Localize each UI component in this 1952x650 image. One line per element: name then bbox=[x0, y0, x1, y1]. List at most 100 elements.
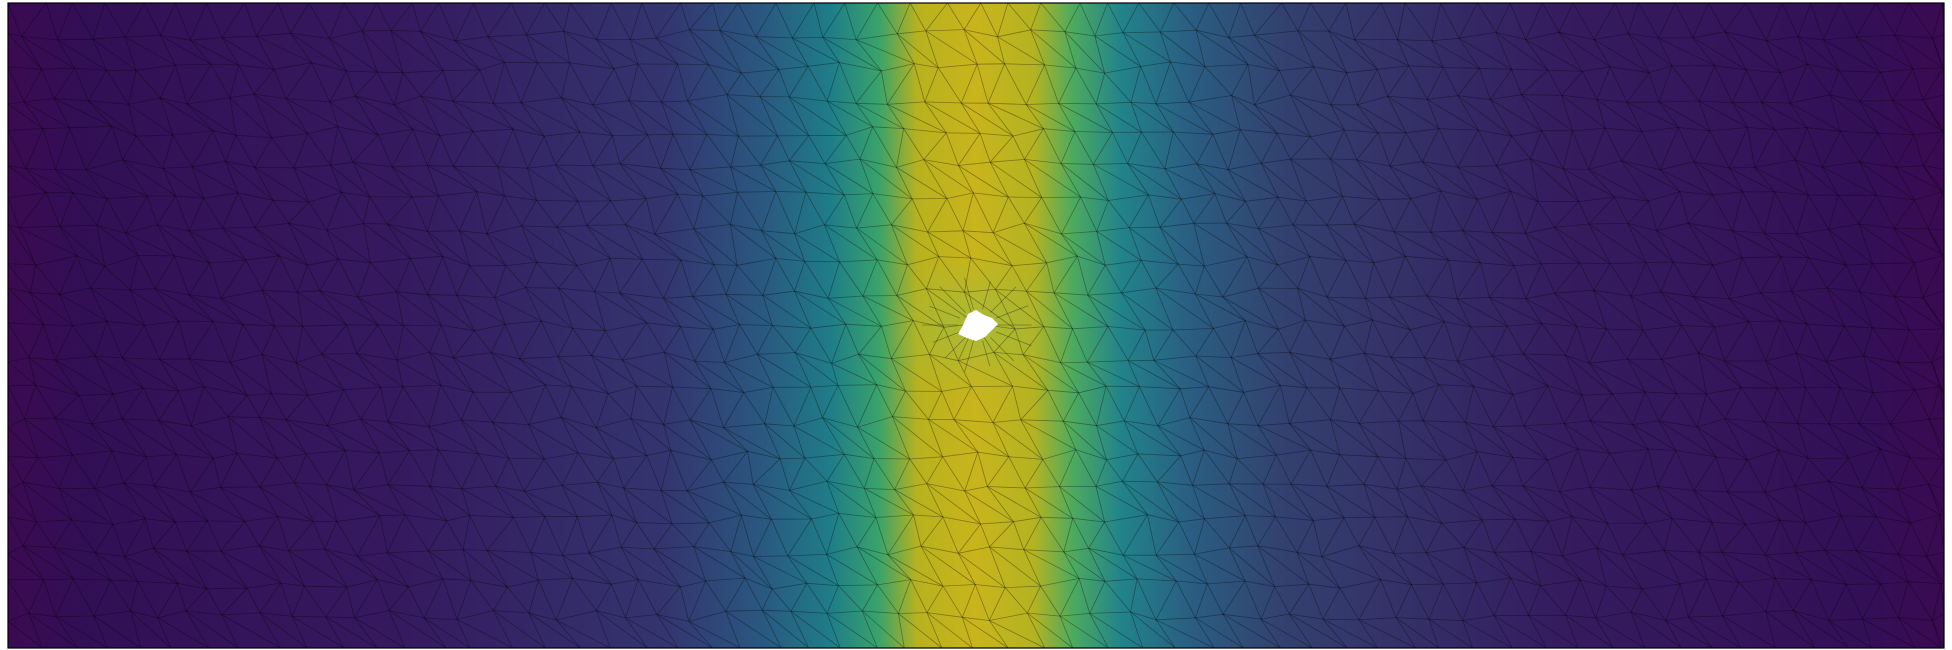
mesh-edge bbox=[929, 354, 959, 362]
mesh-edge bbox=[1208, 386, 1229, 424]
mesh-edge bbox=[221, 3, 245, 38]
mesh-edge bbox=[122, 418, 159, 421]
mesh-edge bbox=[258, 545, 282, 584]
mesh-edge bbox=[688, 29, 709, 65]
mesh-edge bbox=[1492, 232, 1526, 234]
mesh-edge bbox=[256, 35, 312, 64]
mesh-edge bbox=[779, 458, 790, 491]
mesh-edge bbox=[1511, 69, 1548, 71]
mesh-edge bbox=[1420, 485, 1443, 524]
mesh-edge bbox=[859, 126, 874, 160]
mesh-edge bbox=[1204, 449, 1238, 459]
mesh-edge bbox=[288, 521, 314, 552]
mesh-edge bbox=[790, 610, 828, 614]
mesh-edge bbox=[1897, 457, 1911, 490]
mesh-edge bbox=[329, 3, 345, 39]
mesh-edge bbox=[142, 387, 160, 421]
mesh-edge bbox=[30, 292, 60, 295]
mesh-edge bbox=[1880, 448, 1911, 458]
mesh-edge bbox=[608, 385, 637, 394]
mesh-edge bbox=[1181, 199, 1195, 224]
mesh-edge bbox=[723, 423, 765, 428]
mesh-edge bbox=[894, 483, 927, 490]
mesh-edge bbox=[1155, 263, 1179, 289]
mesh-edge bbox=[325, 586, 348, 618]
mesh-edge bbox=[1121, 453, 1139, 482]
mesh-edge bbox=[1596, 547, 1607, 587]
mesh-edge bbox=[1491, 355, 1514, 395]
mesh-edge bbox=[1308, 583, 1340, 589]
mesh-edge bbox=[973, 192, 994, 233]
mesh-edge bbox=[1679, 191, 1713, 196]
mesh-edge bbox=[1540, 579, 1581, 587]
mesh-edge bbox=[597, 481, 637, 523]
mesh-edge bbox=[177, 583, 187, 612]
mesh-edge bbox=[93, 610, 131, 617]
mesh-edge bbox=[687, 64, 709, 102]
mesh-edge bbox=[1740, 387, 1765, 423]
mesh-edge bbox=[523, 458, 545, 492]
mesh-edge bbox=[210, 63, 239, 66]
mesh-edge bbox=[694, 329, 714, 362]
mesh-edge bbox=[1411, 190, 1442, 200]
mesh-edge bbox=[1061, 231, 1097, 235]
mesh-edge bbox=[137, 255, 156, 289]
mesh-edge bbox=[761, 230, 795, 235]
mesh-edge bbox=[92, 38, 137, 71]
mesh-edge bbox=[775, 3, 793, 39]
mesh-edge bbox=[1380, 579, 1412, 585]
mesh-edge bbox=[1798, 36, 1824, 41]
mesh-edge bbox=[560, 417, 579, 454]
mesh-edge bbox=[1658, 420, 1698, 428]
mesh-edge bbox=[355, 95, 395, 106]
mesh-edge bbox=[94, 552, 112, 581]
mesh-edge bbox=[958, 360, 1013, 387]
mesh-edge bbox=[793, 386, 812, 427]
mesh-edge bbox=[521, 225, 578, 266]
mesh-edge bbox=[596, 610, 611, 648]
mesh-edge bbox=[1641, 131, 1661, 170]
mesh-edge bbox=[8, 481, 23, 492]
mesh-edge bbox=[1258, 288, 1279, 330]
mesh-edge bbox=[1356, 159, 1380, 200]
mesh-edge bbox=[1040, 585, 1061, 617]
mesh-edge bbox=[285, 419, 346, 451]
mesh-edge bbox=[689, 419, 748, 452]
mesh-edge bbox=[724, 353, 758, 363]
mesh-edge bbox=[1321, 517, 1345, 557]
mesh-edge bbox=[723, 481, 754, 485]
mesh-edge bbox=[596, 427, 647, 456]
mesh-edge bbox=[1063, 518, 1074, 553]
mesh-edge bbox=[891, 358, 943, 392]
mesh-edge bbox=[757, 354, 774, 388]
mesh-edge bbox=[311, 62, 331, 103]
mesh-edge bbox=[596, 610, 626, 619]
mesh-edge bbox=[1688, 615, 1723, 618]
mesh-edge bbox=[326, 450, 346, 485]
mesh-edge bbox=[1878, 132, 1914, 136]
mesh-edge bbox=[94, 321, 108, 357]
mesh-edge bbox=[185, 588, 207, 612]
mesh-edge bbox=[762, 609, 791, 612]
mesh-edge bbox=[88, 100, 129, 105]
mesh-edge bbox=[158, 420, 191, 427]
mesh-edge bbox=[1693, 265, 1714, 297]
mesh-edge bbox=[409, 449, 439, 451]
mesh-edge bbox=[1276, 454, 1292, 485]
mesh-edge bbox=[1422, 161, 1478, 200]
mesh-edge bbox=[1828, 229, 1873, 265]
mesh-edge bbox=[1489, 296, 1526, 299]
mesh-edge bbox=[625, 614, 658, 619]
mesh-edge bbox=[1746, 69, 1781, 73]
mesh-edge bbox=[1928, 484, 1941, 515]
mesh-edge bbox=[8, 128, 44, 131]
mesh-edge bbox=[286, 98, 330, 103]
mesh-edge bbox=[693, 546, 706, 582]
mesh-edge bbox=[19, 225, 61, 229]
mesh-edge bbox=[743, 392, 766, 425]
mesh-edge bbox=[186, 520, 208, 552]
mesh-edge bbox=[1228, 515, 1246, 549]
mesh-edge bbox=[1926, 556, 1944, 584]
mesh-edge bbox=[1040, 3, 1066, 32]
mesh-edge bbox=[1521, 94, 1573, 132]
